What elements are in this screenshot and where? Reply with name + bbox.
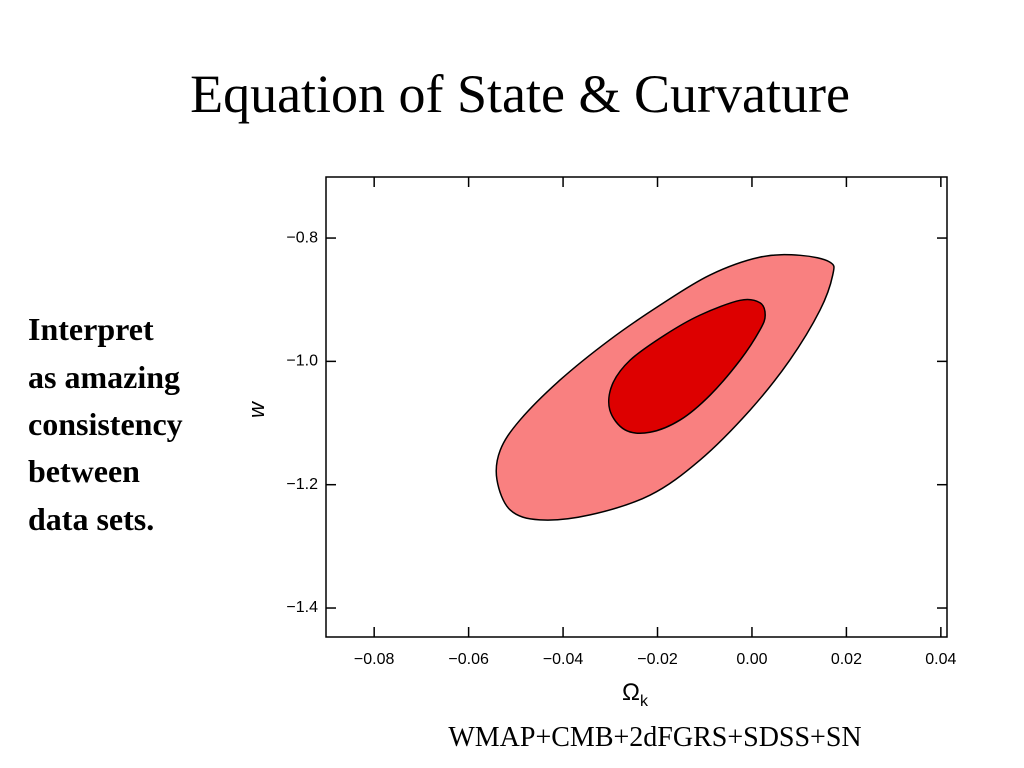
- y-tick-label: −1.4: [286, 599, 318, 616]
- x-tick-label: −0.04: [543, 651, 584, 668]
- x-tick-label: −0.08: [354, 651, 395, 668]
- chart: −0.08 −0.06 −0.04 −0.02 0.00 0.02 0.04 −0.8 −1.0…: [286, 177, 957, 668]
- contour-region: [607, 298, 766, 434]
- plot-frame: [325, 176, 948, 638]
- x-tick-label: −0.02: [637, 651, 678, 668]
- note-line: between: [28, 453, 140, 489]
- x-tick-label: 0.00: [736, 651, 767, 668]
- slide-title: Equation of State & Curvature: [190, 64, 850, 124]
- y-tick-label: −0.8: [286, 229, 318, 246]
- x-tick-label: −0.06: [448, 651, 489, 668]
- x-axis-subscript: k: [640, 693, 649, 710]
- y-axis-label: w: [244, 400, 269, 418]
- x-tick-label: 0.02: [831, 651, 862, 668]
- note-line: consistency: [28, 406, 183, 442]
- note-line: as amazing: [28, 359, 180, 395]
- x-tick-label: 0.04: [925, 651, 956, 668]
- note: Interpret as amazing consistency between…: [28, 311, 183, 537]
- x-axis-label: Ωk: [622, 679, 649, 710]
- caption: WMAP+CMB+2dFGRS+SDSS+SN: [448, 722, 861, 753]
- note-line: Interpret: [28, 311, 154, 347]
- y-tick-label: −1.2: [286, 476, 318, 493]
- y-tick-label: −1.0: [286, 353, 318, 370]
- x-axis-symbol: Ω: [622, 679, 640, 706]
- note-line: data sets.: [28, 501, 154, 537]
